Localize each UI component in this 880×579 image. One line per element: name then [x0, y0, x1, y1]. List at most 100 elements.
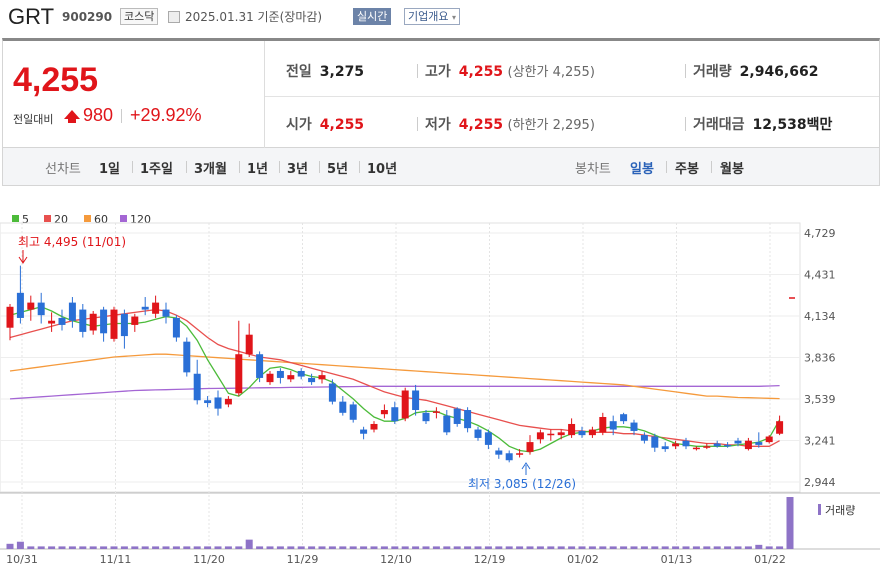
line-chart-label: 선차트 [45, 162, 81, 177]
period-1w[interactable]: 1주일 [140, 162, 173, 177]
period-3y[interactable]: 3년 [287, 162, 309, 177]
price-chart[interactable]: 5 20 60 120 4,729 4,431 4,134 3,836 3,539 3,2… [0, 205, 880, 579]
candle-body [276, 370, 284, 378]
legend-swatch-ma120 [120, 215, 127, 222]
volume-legend: 거래량 [818, 504, 855, 517]
x-tick-label: 12/10 [380, 553, 412, 566]
market-badge: 코스닥 [120, 8, 159, 25]
candle-weekly[interactable]: 주봉 [675, 162, 699, 177]
ma20-line [9, 308, 780, 447]
open-label: 시가 [286, 117, 312, 133]
period-5y[interactable]: 5년 [327, 162, 349, 177]
legend-swatch-ma60 [84, 215, 91, 222]
period-1y[interactable]: 1년 [247, 162, 269, 177]
candle-body [620, 414, 628, 422]
volume-bar [162, 546, 170, 549]
up-arrow-icon [64, 110, 80, 119]
candle-monthly[interactable]: 월봉 [720, 162, 744, 177]
volume-bar [692, 546, 700, 549]
volume-bar [609, 546, 617, 549]
period-10y[interactable]: 10년 [367, 162, 398, 177]
candle-body [713, 443, 721, 447]
y-tick-label: 4,431 [804, 269, 836, 282]
candle-body [526, 442, 534, 452]
high-label: 고가 [425, 64, 451, 80]
candle-body [557, 432, 565, 436]
chevron-down-icon: ▾ [451, 13, 456, 22]
divider [685, 64, 686, 78]
candle-body [609, 421, 617, 430]
candle-body [370, 423, 378, 430]
candle-body [235, 354, 243, 394]
volume-bar [630, 546, 638, 549]
volume-bar [276, 546, 284, 549]
price-column: 4,255 전일대비 980 +29.92% [3, 41, 265, 148]
candle-body [484, 432, 492, 445]
period-1d[interactable]: 1일 [99, 162, 121, 177]
x-tick-label: 12/19 [474, 553, 506, 566]
candle-body [630, 422, 638, 431]
candle-body [141, 306, 149, 310]
divider [417, 64, 418, 78]
volume-bar [453, 546, 461, 549]
x-tick-label: 10/31 [6, 553, 38, 566]
candle-body [100, 309, 108, 334]
candle-body [204, 400, 212, 404]
candle-body [776, 421, 784, 434]
candle-body [162, 309, 170, 317]
stock-name: GRT [8, 4, 55, 29]
candle-body [48, 320, 56, 324]
candle-body [703, 446, 711, 448]
divider [359, 161, 360, 173]
y-tick-label: 4,134 [804, 310, 836, 323]
candle-body [516, 453, 524, 455]
company-overview-button[interactable]: 기업개요 ▾ [404, 8, 460, 25]
candle-body [422, 412, 430, 422]
divider [711, 161, 712, 173]
prev-close-label: 전일 [286, 64, 312, 80]
candle-daily[interactable]: 일봉 [630, 162, 654, 177]
legend-label-ma20: 20 [54, 213, 68, 226]
volume-bar [516, 546, 524, 549]
volume-bar [245, 539, 253, 549]
legend-label-ma60: 60 [94, 213, 108, 226]
candle-body [256, 354, 264, 378]
volume-bar [422, 546, 430, 549]
candle-body [245, 334, 253, 355]
volume-bar [713, 546, 721, 549]
x-tick-label: 11/29 [287, 553, 319, 566]
candle-body [661, 446, 669, 450]
up-arrow-stem [68, 118, 76, 123]
candle-body [287, 375, 295, 380]
candle-body [443, 415, 451, 433]
candle-body [640, 435, 648, 441]
volume-bar [391, 546, 399, 549]
lower-limit: (하한가 2,295) [507, 118, 595, 133]
volume-legend-swatch [818, 504, 821, 515]
divider [417, 117, 418, 131]
volume-bar [172, 546, 180, 549]
volume-bars [6, 497, 794, 549]
volume-bar [443, 546, 451, 549]
max-annotation-label: 최고 4,495 (11/01) [18, 235, 126, 249]
high-cell: 고가 4,255 (상한가 4,255) [425, 61, 595, 81]
y-tick-label: 3,539 [804, 393, 836, 406]
volume-bar [588, 546, 596, 549]
volume-label: 거래량 [693, 64, 732, 80]
volume-bar [484, 546, 492, 549]
current-price: 4,255 [13, 61, 99, 99]
x-tick-label: 01/02 [567, 553, 599, 566]
candle-body [266, 373, 274, 383]
candle-body [588, 429, 596, 436]
candle-body [318, 375, 326, 380]
volume-bar [48, 546, 56, 549]
candle-body [765, 436, 773, 443]
volume-bar [744, 546, 752, 549]
candle-body [578, 430, 586, 436]
candle-body [89, 313, 97, 331]
stock-header: GRT 900290 코스닥 2025.01.31 기준(장마감) 실시간 기업… [0, 0, 880, 34]
period-3m[interactable]: 3개월 [194, 162, 227, 177]
divider [132, 161, 133, 173]
ma120-line [9, 384, 780, 400]
realtime-button[interactable]: 실시간 [353, 8, 392, 25]
